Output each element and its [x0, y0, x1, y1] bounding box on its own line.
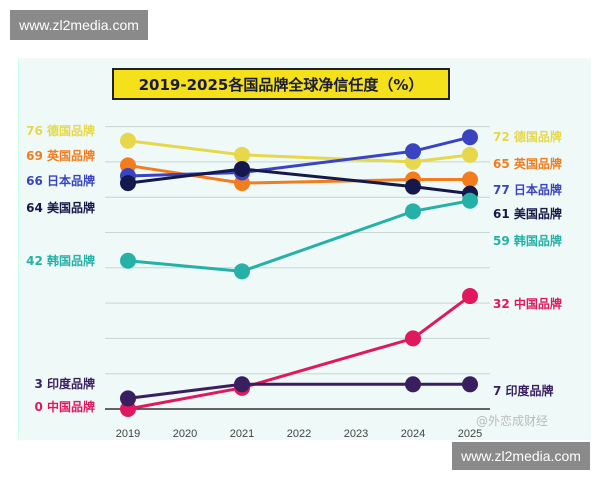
end-label: 59 韩国品牌	[493, 233, 562, 248]
series-line	[127, 139, 471, 164]
data-point	[405, 178, 421, 195]
weibo-watermark: @外恋成财经	[476, 414, 549, 428]
data-point	[234, 146, 250, 163]
end-label: 77 日本品牌	[493, 182, 562, 197]
data-point	[120, 132, 136, 149]
start-label: 0 中国品牌	[34, 399, 95, 414]
data-point	[462, 129, 478, 146]
x-tick-label: 2021	[230, 428, 254, 440]
start-label: 3 印度品牌	[34, 376, 95, 391]
data-point	[234, 376, 250, 393]
data-point	[120, 390, 136, 407]
end-label: 72 德国品牌	[493, 129, 562, 144]
end-label: 65 英国品牌	[493, 156, 562, 171]
data-point	[234, 160, 250, 177]
data-point	[120, 175, 136, 192]
watermark-top: www.zl2media.com	[10, 10, 148, 40]
end-label: 61 美国品牌	[493, 206, 562, 221]
data-point	[462, 288, 478, 305]
data-point	[462, 192, 478, 209]
data-point	[405, 376, 421, 393]
start-label: 64 美国品牌	[26, 200, 95, 215]
series-line	[127, 135, 471, 178]
start-label: 76 德国品牌	[26, 123, 95, 138]
start-label: 66 日本品牌	[26, 173, 95, 188]
series-line	[127, 167, 471, 196]
data-point	[120, 252, 136, 269]
end-label: 7 印度品牌	[493, 383, 554, 398]
chart-title: 2019-2025各国品牌全球净信任度（%）	[112, 68, 450, 100]
data-point	[405, 203, 421, 220]
data-point	[234, 263, 250, 280]
x-tick-label: 2025	[458, 428, 482, 440]
series-line	[127, 199, 471, 273]
data-point	[462, 146, 478, 163]
data-point	[462, 376, 478, 393]
x-tick-label: 2020	[173, 428, 197, 440]
x-tick-label: 2024	[401, 428, 425, 440]
x-tick-label: 2022	[287, 428, 311, 440]
series-line	[127, 382, 470, 400]
data-point	[405, 330, 421, 347]
watermark-bottom: www.zl2media.com	[452, 442, 590, 470]
end-label: 32 中国品牌	[493, 296, 562, 311]
x-tick-label: 2023	[344, 428, 368, 440]
data-point	[405, 143, 421, 160]
start-label: 42 韩国品牌	[26, 253, 95, 268]
start-label: 69 英国品牌	[26, 148, 95, 163]
series-line	[127, 294, 471, 411]
data-point	[462, 171, 478, 188]
x-tick-label: 2019	[116, 428, 140, 440]
